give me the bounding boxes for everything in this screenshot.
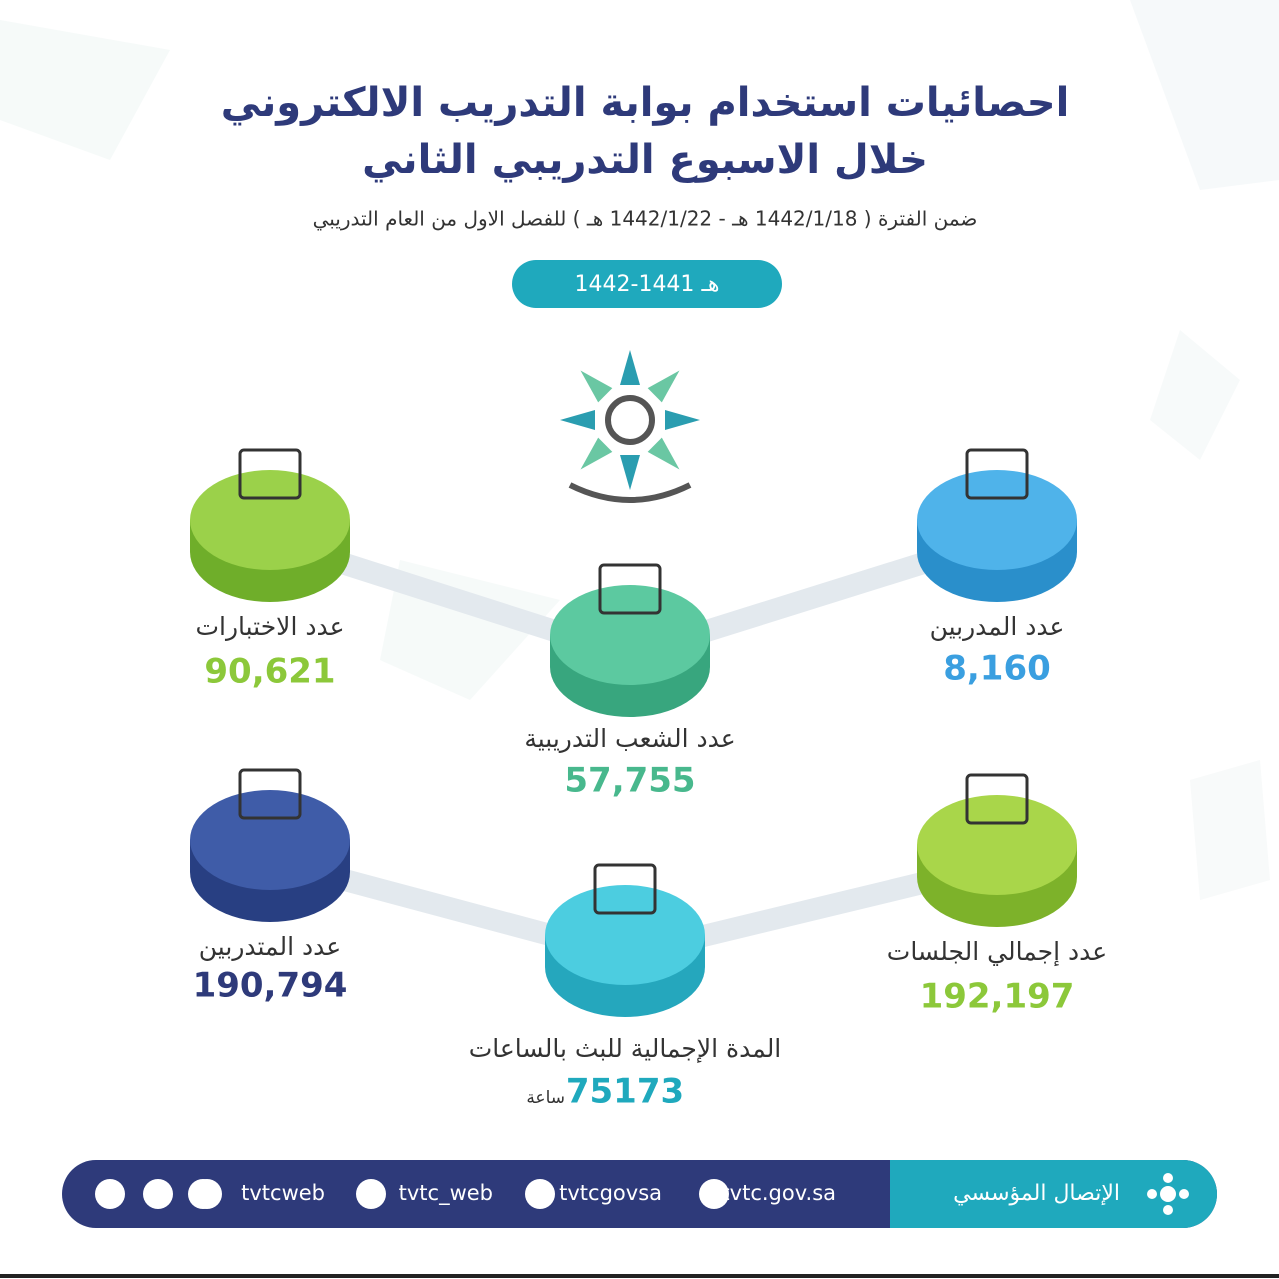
disk-top (550, 585, 710, 685)
stat-label: عدد المتدربين (199, 932, 341, 961)
social-icon (95, 1179, 125, 1209)
stat-value: 190,794 (193, 966, 348, 1006)
stat-label: عدد المدربين (930, 612, 1065, 641)
link-icon (699, 1179, 729, 1209)
footer-link: tvtc_web (399, 1181, 493, 1206)
disk-icon (965, 773, 1029, 825)
disk-icon (598, 563, 662, 615)
logo (560, 350, 700, 503)
year-badge: 1442-1441 هـ (575, 272, 720, 297)
background-shapes (0, 0, 1279, 900)
disk-icon (965, 448, 1029, 500)
title-line: خلال الاسبوع التدريبي الثاني (362, 137, 928, 183)
stat-disk (190, 768, 350, 922)
stat-disk (550, 563, 710, 717)
year-badge-bg (512, 260, 782, 308)
footer-link: tvtcgovsa (559, 1181, 662, 1205)
stat-disk (190, 448, 350, 602)
link-icon (525, 1179, 555, 1209)
subtitle: ضمن الفترة ( 1442/1/18 هـ - 1442/1/22 هـ… (313, 207, 978, 232)
disk-icon (238, 448, 302, 500)
disk-icon (593, 863, 657, 915)
stat-value: 57,755 (564, 761, 695, 801)
disk-top (190, 790, 350, 890)
stat-value: 90,621 (204, 652, 335, 692)
title-line: احصائيات استخدام بوابة التدريب الالكترون… (221, 80, 1070, 126)
stat-label: المدة الإجمالية للبث بالساعات (469, 1034, 782, 1063)
social-icon (192, 1179, 222, 1209)
social-icon (143, 1179, 173, 1209)
stat-label: عدد الاختبارات (195, 612, 344, 641)
footer-link: tvtcweb (241, 1181, 325, 1205)
disk-top (917, 470, 1077, 570)
stat-label: عدد الشعب التدريبية (524, 724, 735, 753)
stat-disk (917, 448, 1077, 602)
disk-icon (238, 768, 302, 820)
disk-top (917, 795, 1077, 895)
footer-org: الإتصال المؤسسي (953, 1181, 1120, 1206)
disk-top (545, 885, 705, 985)
footer: الإتصال المؤسسي tvtc.gov.sa tvtcgovsa tvtc… (62, 1160, 1217, 1228)
footer-link: tvtc.gov.sa (721, 1181, 836, 1205)
stat-label: عدد إجمالي الجلسات (887, 937, 1107, 967)
stat-unit: ساعة (526, 1088, 565, 1108)
link-icon (356, 1179, 386, 1209)
stat-value: 75173 (566, 1072, 684, 1112)
disk-top (190, 470, 350, 570)
stats: عدد المدربين 8,160 عدد الاختبارات 90,621 عدد… (190, 448, 1107, 1112)
stat-disk (917, 773, 1077, 927)
stat-disk (545, 863, 705, 1017)
stat-value: 192,197 (920, 977, 1075, 1017)
stat-value: 8,160 (943, 649, 1051, 689)
